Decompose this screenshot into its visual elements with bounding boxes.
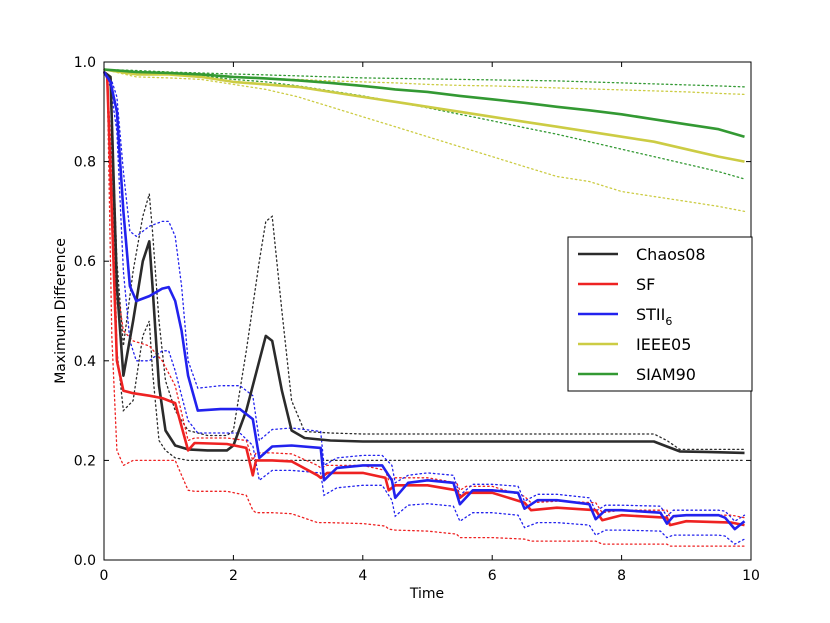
y-axis-label: Maximum Difference xyxy=(53,238,69,384)
y-tick-label: 0.8 xyxy=(74,155,96,171)
stii-upper-bound xyxy=(103,71,746,523)
y-tick-label: 0.6 xyxy=(74,254,96,270)
legend-label-stii: STII6 xyxy=(636,305,672,328)
legend: Chaos08 SF STII6 IEEE05 SIAM90 xyxy=(567,236,753,392)
x-tick-label: 4 xyxy=(358,568,367,584)
x-axis-label: Time xyxy=(409,586,444,602)
legend-label-chaos08: Chaos08 xyxy=(636,245,706,264)
legend-frame xyxy=(567,236,753,392)
x-tick-label: 6 xyxy=(488,568,497,584)
y-tick-label: 0.0 xyxy=(74,553,96,569)
y-tick-label: 0.2 xyxy=(74,453,96,469)
sf-lower-bound xyxy=(103,71,746,547)
siam90-lower-bound xyxy=(103,68,746,180)
ieee05-series-line xyxy=(103,68,745,163)
y-tick-label: 1.0 xyxy=(74,55,96,71)
legend-label-sf: SF xyxy=(636,275,655,294)
chaos08-series-line xyxy=(103,70,745,455)
x-tick-label: 10 xyxy=(742,568,760,584)
legend-label-siam90: SIAM90 xyxy=(636,365,696,384)
x-tick-label: 8 xyxy=(617,568,626,584)
legend-label-ieee05: IEEE05 xyxy=(636,335,691,354)
x-tick-label: 0 xyxy=(100,568,109,584)
ieee05-lower-bound xyxy=(103,68,746,213)
stii-lower-bound xyxy=(103,71,746,545)
siam90-series-line xyxy=(103,68,745,138)
siam90-upper-bound xyxy=(103,68,746,88)
stii-series-line xyxy=(102,71,746,531)
x-tick-label: 2 xyxy=(229,568,238,584)
y-tick-label: 0.4 xyxy=(74,354,96,370)
